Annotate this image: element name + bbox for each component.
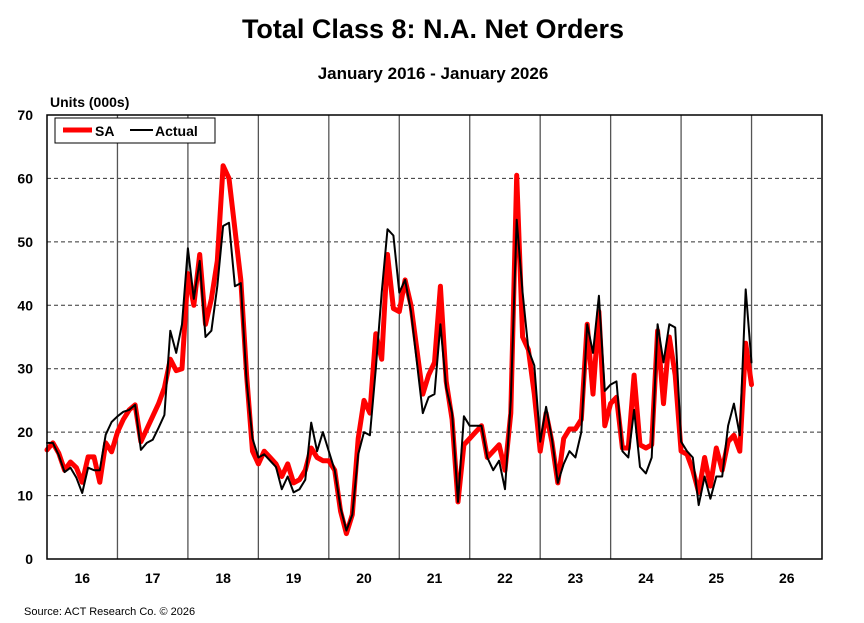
x-tick-label: 24 bbox=[638, 570, 654, 586]
y-tick-label: 0 bbox=[25, 551, 33, 567]
legend: SA Actual bbox=[54, 117, 216, 144]
axis-ticks: 0 10 20 30 40 50 60 70 16 17 18 19 20 21 22 23 24 25 26 bbox=[17, 107, 794, 586]
x-tick-label: 22 bbox=[497, 570, 513, 586]
x-tick-label: 16 bbox=[74, 570, 90, 586]
x-tick-label: 19 bbox=[286, 570, 302, 586]
y-tick-label: 30 bbox=[17, 361, 33, 377]
x-tick-label: 25 bbox=[709, 570, 725, 586]
chart-title: Total Class 8: N.A. Net Orders bbox=[242, 14, 624, 44]
series-line-sa bbox=[44, 163, 754, 537]
x-tick-label: 21 bbox=[427, 570, 443, 586]
series-line-actual bbox=[46, 218, 753, 532]
y-tick-label: 40 bbox=[17, 297, 33, 313]
y-tick-label: 70 bbox=[17, 107, 33, 123]
series-lines bbox=[44, 163, 754, 537]
y-tick-label: 10 bbox=[17, 488, 33, 504]
x-tick-label: 17 bbox=[145, 570, 161, 586]
chart-subtitle: January 2016 - January 2026 bbox=[318, 64, 549, 83]
x-tick-label: 23 bbox=[568, 570, 584, 586]
x-tick-label: 20 bbox=[356, 570, 372, 586]
y-tick-label: 20 bbox=[17, 424, 33, 440]
y-axis-label: Units (000s) bbox=[50, 94, 129, 110]
plot-border bbox=[46, 114, 823, 560]
x-tick-label: 18 bbox=[215, 570, 231, 586]
legend-label-sa: SA bbox=[95, 123, 114, 139]
source-note: Source: ACT Research Co. © 2026 bbox=[24, 606, 195, 618]
y-tick-label: 50 bbox=[17, 234, 33, 250]
y-tick-label: 60 bbox=[17, 170, 33, 186]
grid bbox=[47, 115, 822, 559]
legend-label-actual: Actual bbox=[155, 123, 198, 139]
x-tick-label: 26 bbox=[779, 570, 795, 586]
